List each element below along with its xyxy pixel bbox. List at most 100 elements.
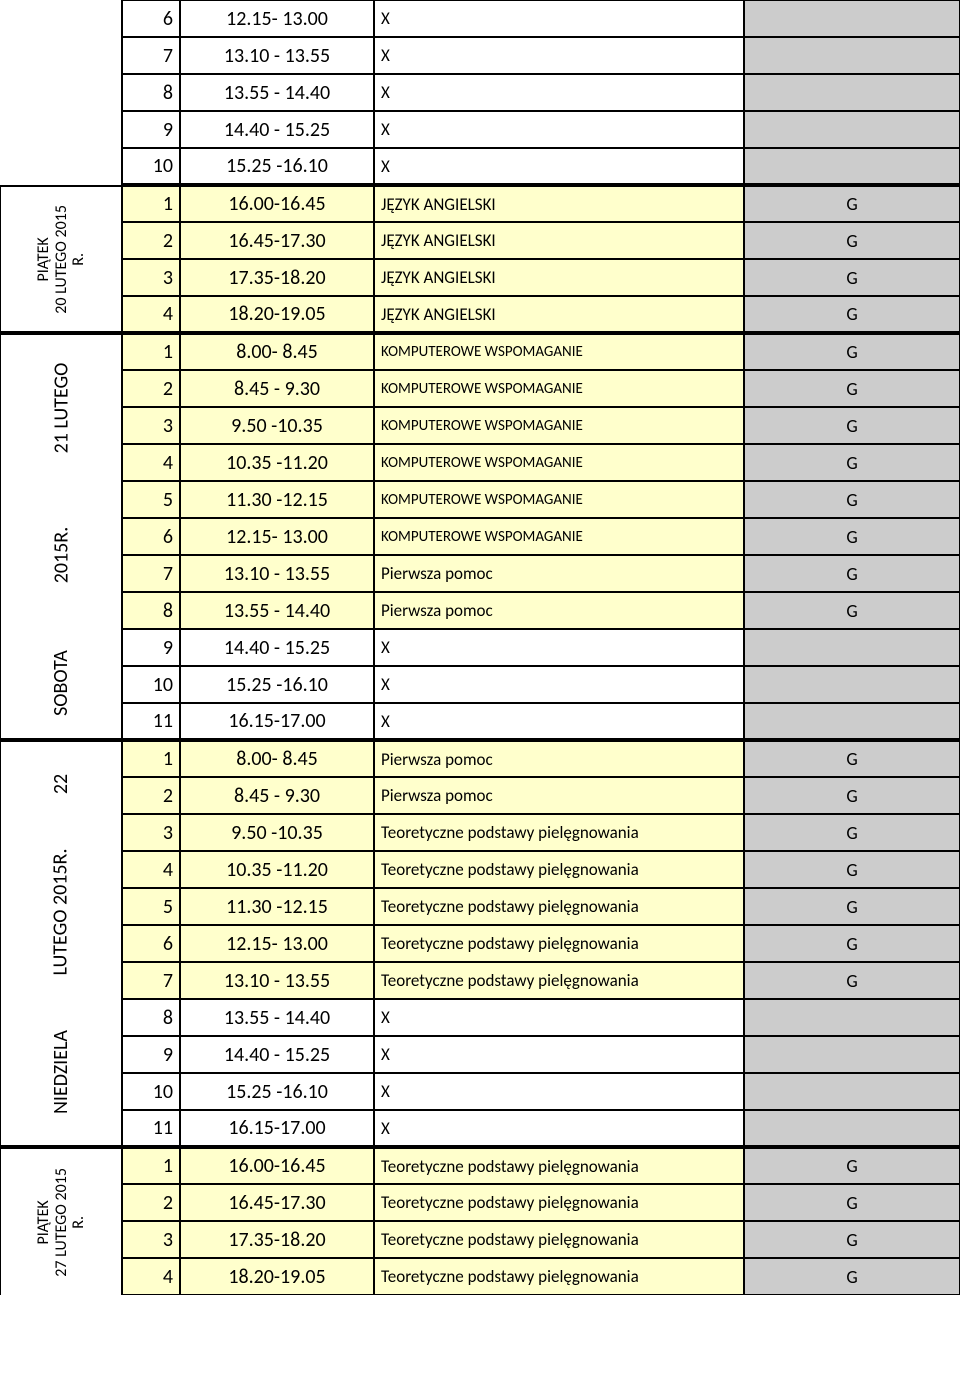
time-range: 16.45-17.30	[180, 222, 374, 259]
room: G	[744, 259, 960, 296]
subject: KOMPUTEROWE WSPOMAGANIE	[374, 518, 744, 555]
subject: X	[374, 0, 744, 37]
schedule-row: 1015.25 -16.10X	[122, 148, 960, 185]
time-range: 18.20-19.05	[180, 1258, 374, 1295]
schedule-row: 914.40 - 15.25X	[122, 111, 960, 148]
schedule-row: 216.45-17.30Teoretyczne podstawy pielęgn…	[122, 1184, 960, 1221]
subject: X	[374, 1073, 744, 1110]
day-label-part: 2015R.	[33, 482, 90, 629]
period-number: 3	[122, 1221, 180, 1258]
schedule-row: 216.45-17.30JĘZYK ANGIELSKIG	[122, 222, 960, 259]
time-range: 10.35 -11.20	[180, 851, 374, 888]
rows-column: 612.15- 13.00X713.10 - 13.55X813.55 - 14…	[122, 0, 960, 185]
period-number: 8	[122, 999, 180, 1036]
subject: X	[374, 999, 744, 1036]
period-number: 1	[122, 333, 180, 370]
room: G	[744, 851, 960, 888]
time-range: 13.10 - 13.55	[180, 37, 374, 74]
subject: Teoretyczne podstawy pielęgnowania	[374, 962, 744, 999]
schedule-row: 1116.15-17.00X	[122, 703, 960, 740]
schedule-row: 116.00-16.45Teoretyczne podstawy pielęgn…	[122, 1147, 960, 1184]
schedule-row: 914.40 - 15.25X	[122, 629, 960, 666]
schedule-row: 713.10 - 13.55Pierwsza pomocG	[122, 555, 960, 592]
day-label	[0, 0, 122, 185]
time-range: 14.40 - 15.25	[180, 1036, 374, 1073]
subject: JĘZYK ANGIELSKI	[374, 296, 744, 333]
schedule-row: 28.45 - 9.30Pierwsza pomocG	[122, 777, 960, 814]
period-number: 1	[122, 185, 180, 222]
subject: X	[374, 666, 744, 703]
subject: Teoretyczne podstawy pielęgnowania	[374, 888, 744, 925]
room: G	[744, 1221, 960, 1258]
schedule-row: 813.55 - 14.40Pierwsza pomocG	[122, 592, 960, 629]
time-range: 8.00- 8.45	[180, 740, 374, 777]
subject: X	[374, 1110, 744, 1147]
room: G	[744, 1258, 960, 1295]
day-label-part: SOBOTA	[28, 628, 94, 738]
time-range: 17.35-18.20	[180, 1221, 374, 1258]
time-range: 12.15- 13.00	[180, 925, 374, 962]
time-range: 11.30 -12.15	[180, 888, 374, 925]
day-label-text: SOBOTA	[49, 650, 73, 716]
time-range: 16.00-16.45	[180, 185, 374, 222]
period-number: 7	[122, 962, 180, 999]
period-number: 2	[122, 1184, 180, 1221]
schedule-row: 511.30 -12.15KOMPUTEROWE WSPOMAGANIEG	[122, 481, 960, 518]
time-range: 11.30 -12.15	[180, 481, 374, 518]
schedule-row: 418.20-19.05Teoretyczne podstawy pielęgn…	[122, 1258, 960, 1295]
room: G	[744, 925, 960, 962]
schedule-row: 39.50 -10.35KOMPUTEROWE WSPOMAGANIEG	[122, 407, 960, 444]
schedule-row: 612.15- 13.00KOMPUTEROWE WSPOMAGANIEG	[122, 518, 960, 555]
time-range: 14.40 - 15.25	[180, 111, 374, 148]
subject: Teoretyczne podstawy pielęgnowania	[374, 1184, 744, 1221]
period-number: 10	[122, 666, 180, 703]
subject: Teoretyczne podstawy pielęgnowania	[374, 1258, 744, 1295]
schedule-row: 914.40 - 15.25X	[122, 1036, 960, 1073]
subject: KOMPUTEROWE WSPOMAGANIE	[374, 407, 744, 444]
day-label: 22LUTEGO 2015R.NIEDZIELA	[0, 740, 122, 1147]
room: G	[744, 185, 960, 222]
period-number: 4	[122, 1258, 180, 1295]
subject: X	[374, 37, 744, 74]
schedule-row: 410.35 -11.20Teoretyczne podstawy pielęg…	[122, 851, 960, 888]
room	[744, 37, 960, 74]
schedule-row: 713.10 - 13.55Teoretyczne podstawy pielę…	[122, 962, 960, 999]
day-group: 21 LUTEGO2015R.SOBOTA18.00- 8.45KOMPUTER…	[0, 333, 960, 740]
subject: X	[374, 111, 744, 148]
subject: KOMPUTEROWE WSPOMAGANIE	[374, 370, 744, 407]
schedule-row: 418.20-19.05JĘZYK ANGIELSKIG	[122, 296, 960, 333]
time-range: 15.25 -16.10	[180, 148, 374, 185]
time-range: 8.45 - 9.30	[180, 777, 374, 814]
room: G	[744, 888, 960, 925]
room	[744, 703, 960, 740]
subject: JĘZYK ANGIELSKI	[374, 185, 744, 222]
schedule-row: 612.15- 13.00X	[122, 0, 960, 37]
room	[744, 1073, 960, 1110]
period-number: 3	[122, 407, 180, 444]
period-number: 9	[122, 629, 180, 666]
room: G	[744, 777, 960, 814]
time-range: 9.50 -10.35	[180, 814, 374, 851]
schedule-row: 511.30 -12.15Teoretyczne podstawy pielęg…	[122, 888, 960, 925]
room: G	[744, 814, 960, 851]
subject: Teoretyczne podstawy pielęgnowania	[374, 814, 744, 851]
schedule-row: 317.35-18.20JĘZYK ANGIELSKIG	[122, 259, 960, 296]
period-number: 6	[122, 0, 180, 37]
period-number: 2	[122, 222, 180, 259]
time-range: 12.15- 13.00	[180, 518, 374, 555]
period-number: 7	[122, 555, 180, 592]
day-label-text: 22	[49, 773, 73, 793]
day-label-part: 22	[51, 742, 71, 825]
room: G	[744, 962, 960, 999]
room: G	[744, 333, 960, 370]
subject: KOMPUTEROWE WSPOMAGANIE	[374, 481, 744, 518]
period-number: 9	[122, 1036, 180, 1073]
time-range: 16.15-17.00	[180, 1110, 374, 1147]
day-label-part: NIEDZIELA	[19, 998, 103, 1145]
subject: X	[374, 148, 744, 185]
schedule-row: 1116.15-17.00X	[122, 1110, 960, 1147]
rows-column: 116.00-16.45Teoretyczne podstawy pielęgn…	[122, 1147, 960, 1295]
time-range: 16.00-16.45	[180, 1147, 374, 1184]
room: G	[744, 1184, 960, 1221]
time-range: 18.20-19.05	[180, 296, 374, 333]
